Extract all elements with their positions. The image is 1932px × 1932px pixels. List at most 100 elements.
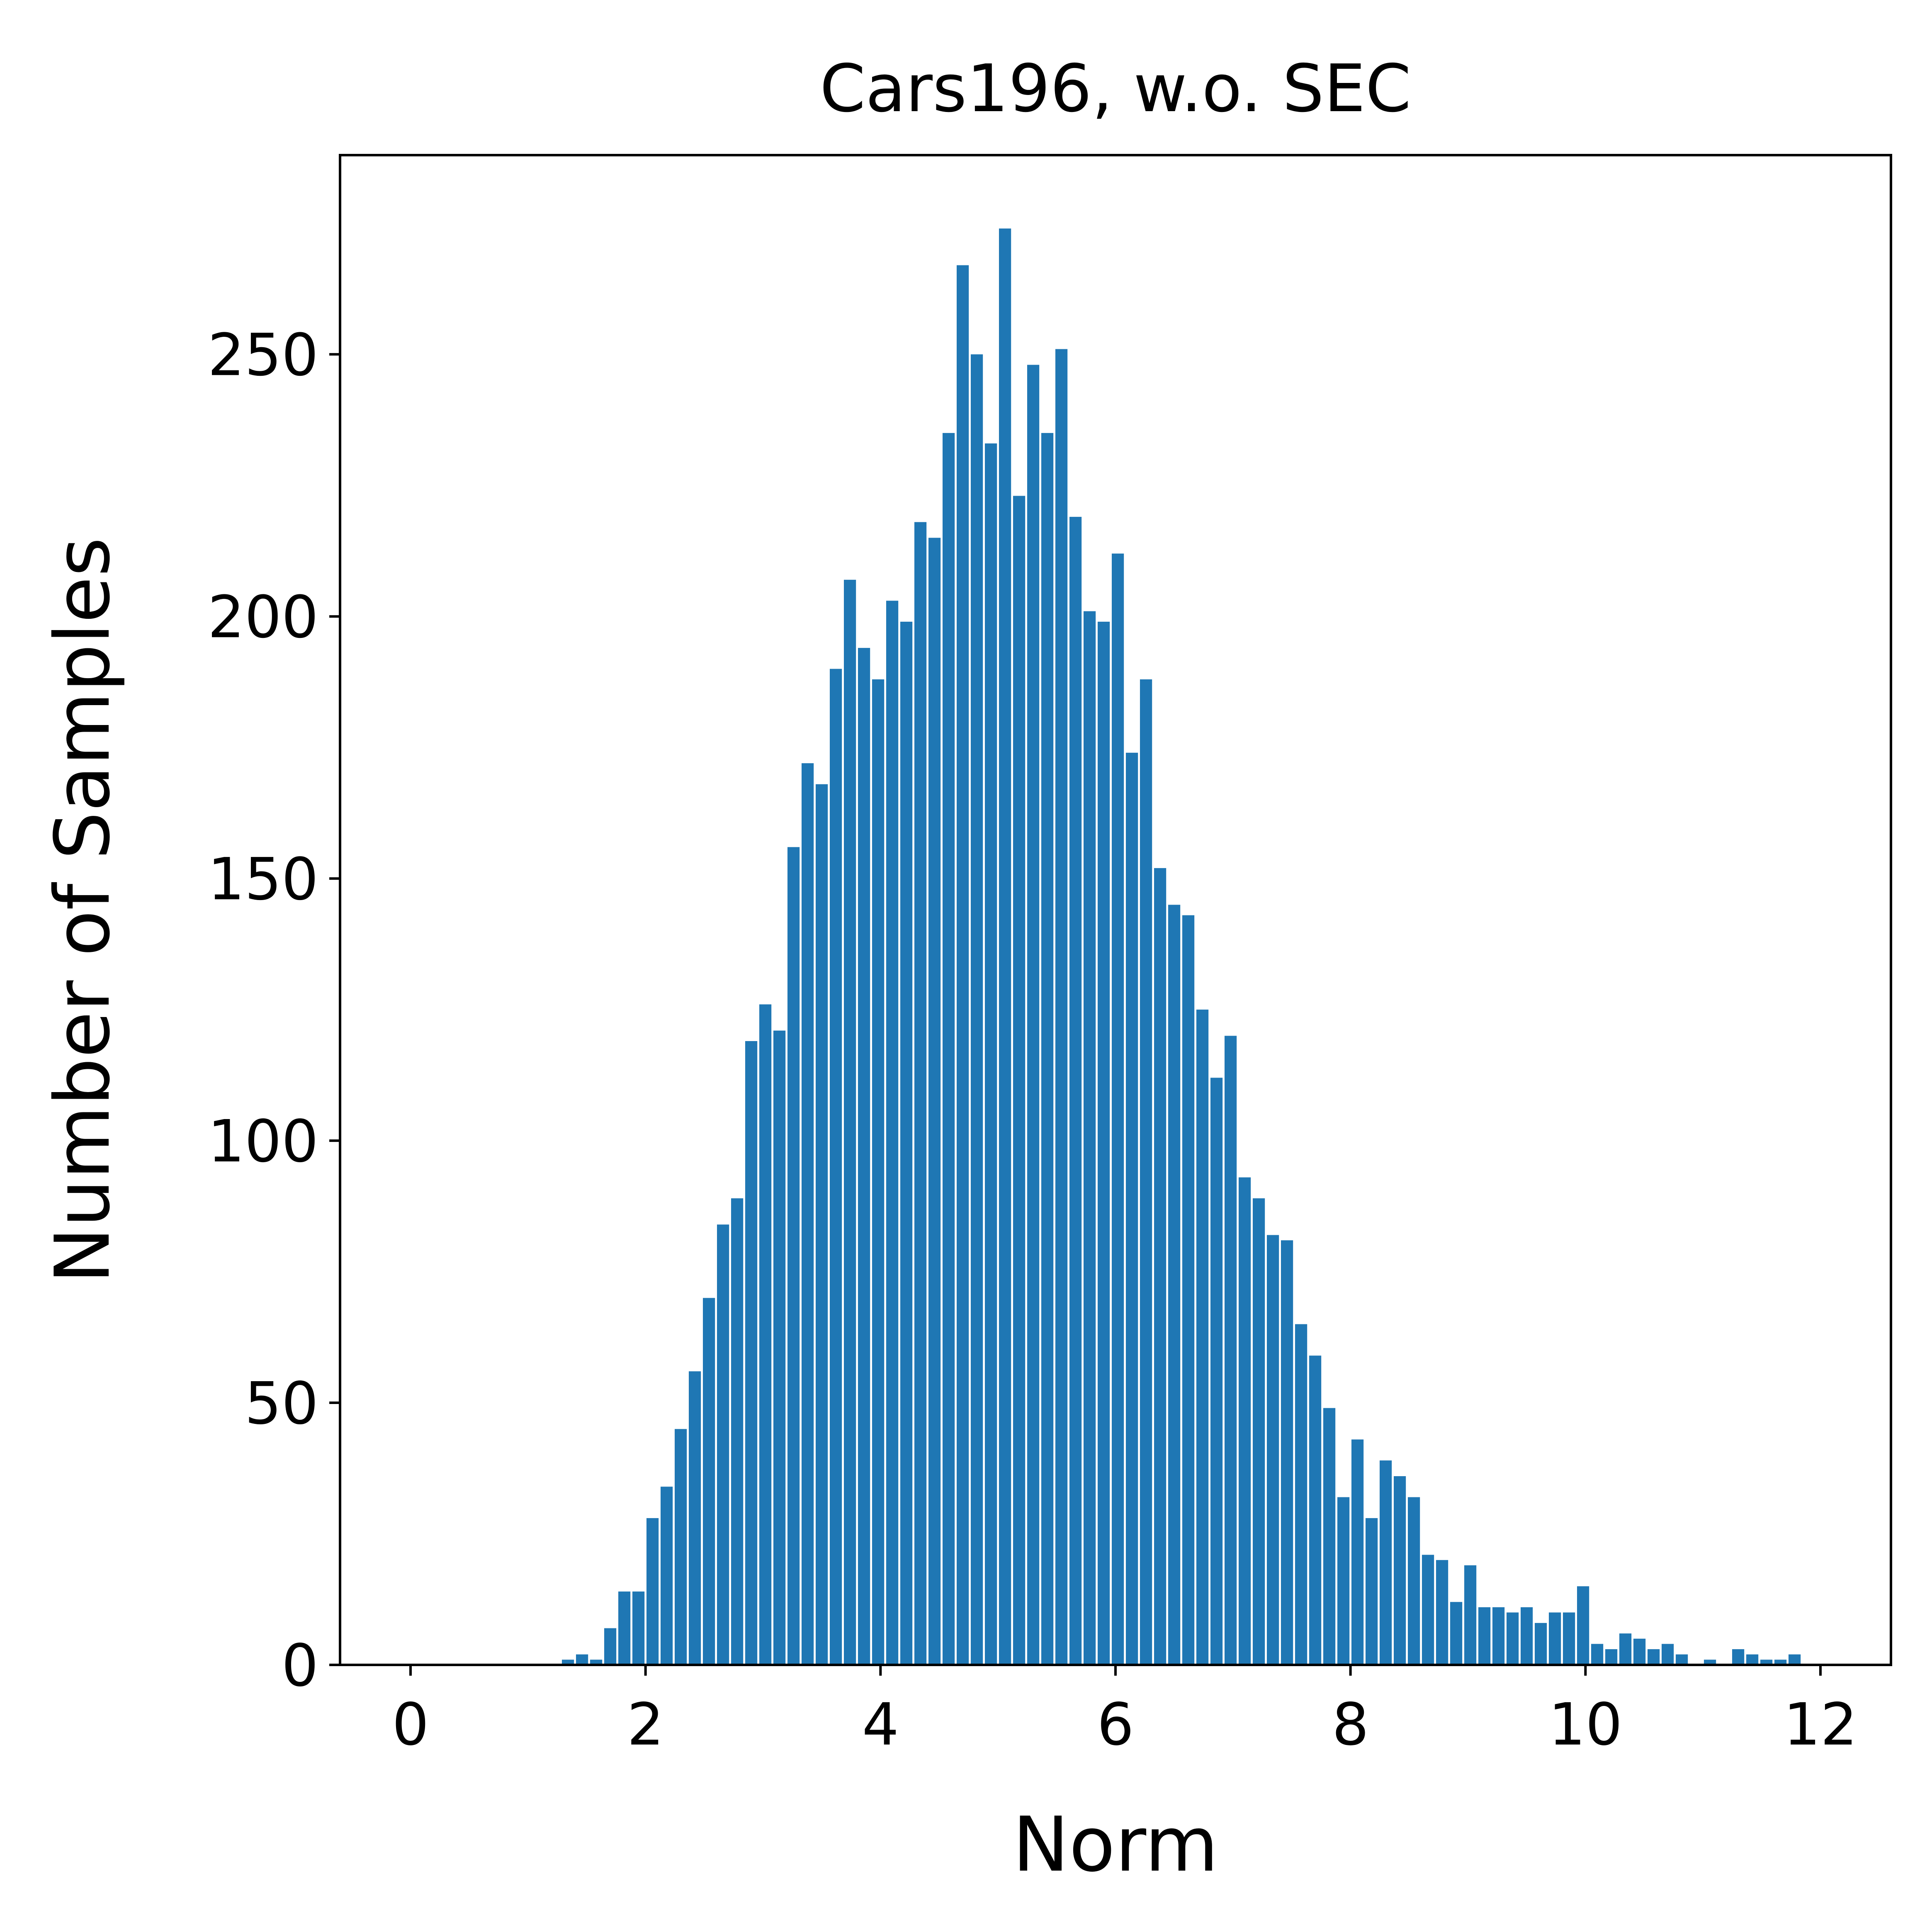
histogram-bar [1633,1638,1646,1665]
histogram-bar [928,538,941,1665]
y-axis-label: Number of Samples [39,537,126,1283]
histogram-bar [844,579,856,1665]
histogram-bar [576,1654,588,1665]
histogram-bar [1337,1497,1350,1665]
histogram-bar [1098,621,1110,1665]
histogram-bar [858,648,870,1665]
histogram-bar [999,228,1011,1665]
histogram-bar [1112,553,1124,1665]
histogram-bar [830,669,842,1665]
histogram-bar [1704,1659,1716,1665]
histogram-bar [646,1518,659,1665]
y-tick-label: 150 [208,846,318,913]
histogram-bar [1563,1612,1575,1665]
histogram-bar [632,1591,645,1665]
histogram-bar [1676,1654,1688,1665]
histogram-bar [1253,1198,1265,1665]
histogram-bar [1013,496,1026,1665]
histogram-bar [1126,752,1138,1665]
x-tick-label: 4 [862,1691,899,1759]
histogram-bar [1225,1036,1237,1665]
x-tick-label: 6 [1097,1691,1134,1759]
histogram-bar [1281,1240,1293,1665]
histogram-bar [590,1659,603,1665]
y-tick-label: 200 [208,584,318,651]
y-tick-label: 100 [208,1108,318,1175]
histogram-bar [1084,611,1096,1665]
histogram-bar [1168,905,1181,1665]
histogram-bar [1366,1518,1378,1665]
x-tick-label: 12 [1784,1691,1857,1759]
histogram-bar [816,784,828,1665]
histogram-bar [1380,1460,1392,1665]
histogram-bar [1746,1654,1759,1665]
histogram-bar [1309,1355,1322,1665]
histogram-bar [675,1429,687,1665]
histogram-bar [1140,679,1152,1665]
histogram-bar [1648,1649,1660,1665]
histogram-bar [971,354,983,1665]
x-tick-label: 10 [1548,1691,1622,1759]
histogram-bar [1351,1439,1364,1665]
histogram-bar [1478,1607,1491,1665]
histogram-bar [872,679,885,1665]
histogram-bar [1732,1649,1745,1665]
histogram-bar [802,763,814,1665]
histogram-bar [1267,1235,1279,1665]
histogram-bar [1027,365,1040,1665]
histogram-bar [1662,1644,1674,1665]
histogram-bar [1422,1555,1434,1665]
histogram-bar [1619,1633,1632,1665]
histogram-bar [759,1004,772,1665]
histogram-bar [1295,1324,1307,1665]
histogram-bar [787,847,800,1665]
histogram-bar [689,1371,701,1665]
histogram-bar [1196,1010,1209,1665]
histogram-bar [1789,1654,1801,1665]
histogram-bar [985,443,997,1665]
histogram-bar [1069,517,1082,1665]
histogram-bar [1760,1659,1773,1665]
histogram-bar [717,1224,729,1665]
histogram-bar [618,1591,631,1665]
x-tick-label: 8 [1332,1691,1369,1759]
histogram-bar [773,1030,786,1665]
histogram-bar [1605,1649,1618,1665]
x-tick-label: 0 [392,1691,429,1759]
x-tick-label: 2 [627,1691,664,1759]
histogram-bar [1154,868,1166,1665]
histogram-bar [1210,1078,1223,1665]
histogram-bar [886,601,899,1665]
histogram-bar [914,522,927,1665]
bars-layer [562,228,1801,1665]
histogram-bar [1323,1408,1336,1665]
y-tick-label: 250 [208,321,318,389]
histogram-bar [1408,1497,1420,1665]
y-tick-label: 0 [282,1632,318,1700]
histogram-bar [1535,1623,1547,1665]
histogram-bar [1239,1177,1251,1665]
histogram-bar [703,1298,715,1665]
ticks-layer: 0 2 4 6 8 10 12 0 50 100 150 200 250 [208,321,1857,1759]
histogram-bar [562,1659,574,1665]
histogram-bar [943,433,955,1665]
histogram-bar [731,1198,744,1665]
histogram-bar [1041,433,1054,1665]
histogram-bar [1492,1607,1505,1665]
histogram-bar [1182,915,1195,1665]
histogram-bar [900,621,913,1665]
histogram-bar [745,1041,758,1665]
histogram-bar [604,1628,617,1665]
histogram-bar [1507,1612,1519,1665]
chart-title: Cars196, w.o. SEC [820,51,1411,127]
histogram-bar [1591,1644,1604,1665]
histogram-bar [1394,1476,1406,1665]
x-axis-label: Norm [1013,1801,1218,1888]
histogram-bar [1450,1602,1463,1665]
histogram-bar [1055,349,1068,1665]
histogram-bar [1436,1560,1448,1665]
histogram-bar [661,1487,673,1665]
y-tick-label: 50 [245,1370,318,1438]
